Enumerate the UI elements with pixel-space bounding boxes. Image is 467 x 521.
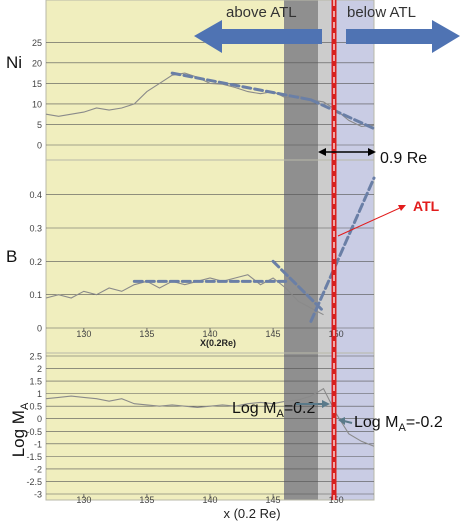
log-ma-y-tick-label: 1.5 <box>29 377 42 387</box>
log-ma-frame <box>45 352 375 501</box>
width-annotation <box>318 148 376 156</box>
log-ma-series-line <box>45 387 375 447</box>
log-ma-y-tick-label: -1 <box>34 439 42 449</box>
b-x-tick-label: 145 <box>266 329 281 339</box>
b-fit-segment <box>271 259 326 313</box>
dark-band <box>284 0 318 500</box>
log-ma-y-tick-label: -0.5 <box>26 427 42 437</box>
log-ma-right-annotation: Log MA=-0.2 <box>338 414 443 434</box>
log-ma-x-tick-label: 130 <box>76 495 91 505</box>
atl-label: ATL <box>413 198 440 214</box>
ni-y-axis-label: Ni <box>6 53 22 72</box>
svg-text:Log MA=-0.2: Log MA=-0.2 <box>354 414 443 434</box>
below-atl-label: below ATL <box>347 4 416 21</box>
log-ma-x-tick-label: 145 <box>266 495 281 505</box>
above-atl-label: above ATL <box>226 4 297 21</box>
above-atl-region <box>46 0 284 500</box>
b-x-tick-label: 140 <box>202 329 217 339</box>
b-fit-segment <box>309 176 376 323</box>
log-ma-left-annotation: Log MA=0.2 <box>232 400 330 420</box>
log-ma-panel: -3 -2.5 -2 -1.5 -1 -0.5 0 0.5 1 1.5 2 2.5 130 135 140 1… <box>9 352 375 521</box>
b-x-tick-label: 130 <box>76 329 91 339</box>
ni-series-line <box>45 72 375 128</box>
log-ma-x-axis-label: x (0.2 Re) <box>223 506 280 521</box>
b-y-tick-label: 0.2 <box>29 257 42 267</box>
right-arrow-icon <box>346 20 460 53</box>
ni-y-tick-label: 0 <box>37 141 42 151</box>
log-ma-y-tick-label: 2 <box>37 364 42 374</box>
ni-y-tick-label: 15 <box>32 79 42 89</box>
b-x-axis-label: X(0.2Re) <box>200 338 236 348</box>
b-y-tick-label: 0.4 <box>29 190 42 200</box>
log-ma-y-tick-label: -2.5 <box>26 477 42 487</box>
b-y-tick-label: 0 <box>37 324 42 334</box>
light-band <box>318 0 330 500</box>
log-ma-y-tick-label: 0.5 <box>29 402 42 412</box>
log-ma-x-tick-label: 140 <box>202 495 217 505</box>
log-ma-y-tick-label: -3 <box>34 490 42 500</box>
log-ma-x-tick-label: 135 <box>139 495 154 505</box>
ni-y-tick-label: 5 <box>37 120 42 130</box>
header-arrows <box>194 20 460 53</box>
regions <box>46 0 374 500</box>
b-y-tick-label: 0.1 <box>29 290 42 300</box>
log-ma-y-tick-label: -2 <box>34 464 42 474</box>
log-ma-y-tick-label: -1.5 <box>26 452 42 462</box>
width-annotation-label: 0.9 Re <box>380 150 427 167</box>
ni-fit-segment <box>170 71 313 102</box>
log-ma-y-tick-label: 0 <box>37 414 42 424</box>
log-ma-y-tick-label: 2.5 <box>29 352 42 362</box>
atl-pointer <box>337 205 406 237</box>
b-y-axis-label: B <box>6 247 17 266</box>
ni-fit-segment <box>309 98 376 131</box>
b-x-tick-label: 135 <box>139 329 154 339</box>
ni-y-tick-label: 20 <box>32 58 42 68</box>
log-ma-y-axis-label: Log MA <box>9 402 31 457</box>
log-ma-y-tick-label: 1 <box>37 389 42 399</box>
ni-y-tick-label: 25 <box>32 38 42 48</box>
ni-y-tick-label: 10 <box>32 99 42 109</box>
b-y-tick-label: 0.3 <box>29 224 42 234</box>
left-arrow-icon <box>194 20 322 53</box>
